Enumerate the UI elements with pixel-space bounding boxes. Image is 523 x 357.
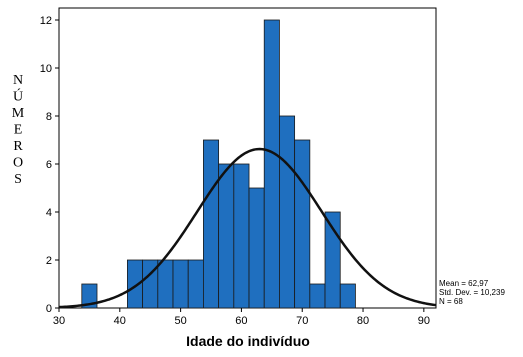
stats-line: N = 68: [439, 297, 463, 306]
histogram-bar: [309, 283, 326, 309]
x-axis: 30 40 50 60 70 80 90: [53, 308, 430, 327]
x-tick-label: 80: [357, 315, 369, 327]
stats-line: Mean = 62,97: [439, 279, 489, 288]
x-tick-label: 60: [235, 315, 247, 327]
y-axis-label-letter: S: [14, 172, 22, 187]
y-axis-label-letter: O: [13, 156, 23, 171]
y-tick-label: 8: [46, 111, 52, 123]
x-tick-label: 40: [114, 315, 126, 327]
histogram-bar: [279, 115, 296, 309]
histogram-bar: [203, 139, 220, 309]
y-tick-label: 10: [40, 63, 52, 75]
y-axis-label-letter: M: [12, 106, 25, 121]
histogram-bar: [157, 259, 174, 309]
x-axis-label: Idade do indivíduo: [186, 333, 310, 349]
y-axis: 0 2 4 6 8 10 12: [40, 15, 59, 315]
histogram-bar: [218, 163, 235, 309]
y-tick-label: 2: [46, 255, 52, 267]
y-axis-label-letter: E: [14, 123, 23, 138]
y-tick-label: 12: [40, 15, 52, 27]
stats-line: Std. Dev. = 10,239: [439, 288, 505, 297]
histogram-bar: [263, 19, 280, 309]
normal-curve: [58, 147, 437, 309]
histogram-bar: [172, 259, 189, 309]
bars-group: [81, 19, 356, 309]
histogram-bar: [339, 283, 356, 309]
y-tick-label: 0: [46, 303, 52, 315]
y-axis-label-letter: N: [13, 73, 23, 88]
y-tick-label: 4: [46, 207, 52, 219]
x-tick-label: 50: [174, 315, 186, 327]
y-axis-label-letter: R: [13, 139, 23, 154]
x-tick-label: 70: [296, 315, 308, 327]
y-axis-label-letter: Ú: [13, 88, 23, 105]
x-tick-label: 30: [53, 315, 65, 327]
histogram-bar: [233, 163, 250, 309]
histogram-bar: [248, 187, 265, 309]
histogram-bar: [294, 139, 311, 309]
x-tick-label: 90: [418, 315, 430, 327]
histogram-bar: [81, 283, 98, 309]
y-tick-label: 6: [46, 159, 52, 171]
histogram-bar: [187, 259, 204, 309]
